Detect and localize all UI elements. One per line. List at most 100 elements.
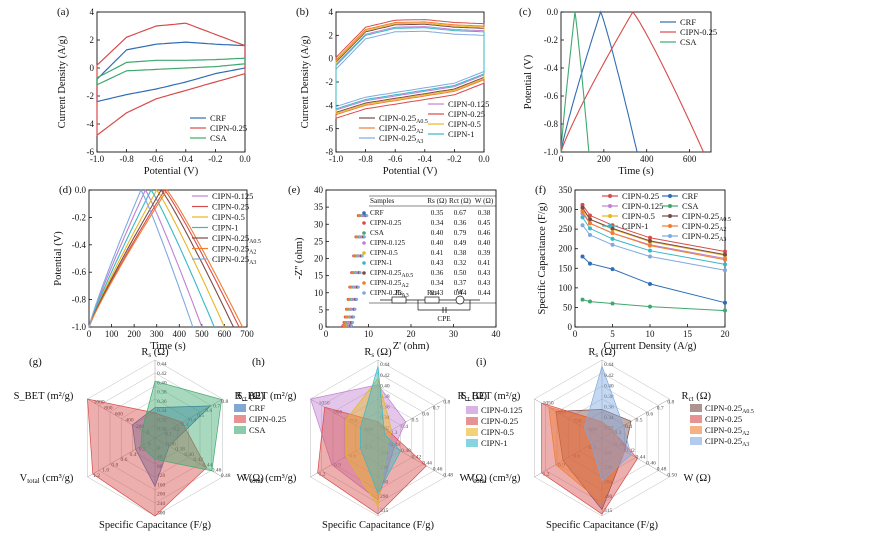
radar-tick: 0.50 xyxy=(667,473,677,479)
y-tick-label: 0 xyxy=(329,54,334,64)
radar-tick: 0.32 xyxy=(380,425,390,431)
radar-area-CIPN-0.5 xyxy=(345,377,392,508)
legend-subscript: A2 xyxy=(416,129,423,135)
radar-tick: 0.2 xyxy=(173,427,180,433)
eis-point-CIPN-0.25A2 xyxy=(349,285,353,289)
x-tick-label: 0 xyxy=(559,154,564,164)
table-cell: 0.43 xyxy=(478,279,491,287)
circuit-label: CPE xyxy=(437,315,451,323)
y-axis-label: Current Density (A/g) xyxy=(57,35,68,128)
x-axis-label: Time (s) xyxy=(150,341,186,352)
radar-tick: 290 xyxy=(380,494,389,500)
radar-tick: 750 xyxy=(349,418,358,424)
eis-point-CIPN-0.125 xyxy=(357,254,361,258)
rate-point-CRF xyxy=(588,261,592,266)
radar-tick: 260 xyxy=(604,479,613,485)
legend-marker xyxy=(668,214,672,218)
radar-axis-label: Vtotal (cm³/g) xyxy=(20,473,74,485)
legend-entry: CRF xyxy=(249,403,265,413)
radar-tick: 0.7 xyxy=(657,406,664,412)
legend-subscript: A3 xyxy=(742,442,749,448)
axis-unit: (cm³/g) xyxy=(487,473,521,484)
legend-entry: CIPN-0.25 xyxy=(210,123,247,133)
rate-point-CIPN-0.25A0.5 xyxy=(648,238,652,243)
y-axis-label: Potential (V) xyxy=(523,54,534,109)
legend-subscript: A3 xyxy=(719,237,726,243)
radar-tick: 0.36 xyxy=(380,404,390,410)
table-sample: CIPN-0.25 xyxy=(370,219,402,227)
y-tick-label: 4 xyxy=(329,7,334,17)
gcd-curve-CIPN-0.25A3 xyxy=(88,188,194,328)
axis-unit: (cm³/g) xyxy=(40,473,74,484)
y-tick-label: 15 xyxy=(314,271,324,281)
legend-entry: CIPN-1 xyxy=(622,221,648,231)
axis-subscript: total xyxy=(250,477,262,485)
eis-point-CIPN-0.125 xyxy=(361,214,365,218)
radar-tick: 0.32 xyxy=(157,417,167,423)
legend-entry: CIPN-0.5 xyxy=(212,212,245,222)
table-cell: 0.45 xyxy=(478,219,491,227)
radar-tick: 0.1 xyxy=(165,431,172,437)
radar-area-CSA xyxy=(140,380,222,472)
x-tick-label: 0 xyxy=(573,329,578,339)
rate-point-CIPN-0.25A0.5 xyxy=(723,252,727,257)
radar-tick: 800 xyxy=(104,406,113,412)
y-tick-label: -0.6 xyxy=(544,91,559,101)
legend-swatch xyxy=(466,428,478,436)
radar-tick: 0 xyxy=(157,445,160,451)
y-tick-label: 300 xyxy=(559,205,573,215)
radar-axis-label: Specific Capacitance (F/g) xyxy=(322,520,434,531)
y-tick-label: -4 xyxy=(87,119,95,129)
eis-point-CIPN-0.25A3 xyxy=(365,214,369,218)
radar-tick: 0.5 xyxy=(636,418,643,424)
rate-point-CSA xyxy=(580,297,585,302)
legend-entry: CIPN-0.25A0.5 xyxy=(212,233,261,245)
x-axis-label: Potential (V) xyxy=(383,166,438,177)
y-tick-label: 2 xyxy=(90,35,95,45)
table-sample: CIPN-1 xyxy=(370,259,393,267)
circuit-label: W xyxy=(457,288,464,296)
gcd-curve-CIPN-0.125 xyxy=(88,188,203,328)
x-tick-label: -0.2 xyxy=(208,154,222,164)
x-tick-label: 300 xyxy=(150,329,164,339)
panel-g: 0.300.320.340.360.380.400.420.440.10.20.… xyxy=(14,347,286,531)
legend-swatch xyxy=(690,415,702,423)
radar-area-CIPN-0.25 xyxy=(87,398,207,517)
table-cell: 0.32 xyxy=(454,259,467,267)
legend-entry: CIPN-0.25A3 xyxy=(212,254,256,266)
legend-subscript: A3 xyxy=(401,293,408,299)
table-cell: 0.79 xyxy=(454,229,467,237)
table-marker xyxy=(362,281,366,285)
rate-point-CIPN-0.25A3 xyxy=(723,268,727,273)
radar-axis-label: Specific Capacitance (F/g) xyxy=(546,520,658,531)
x-tick-label: 0.0 xyxy=(239,154,251,164)
x-tick-label: 5 xyxy=(610,329,615,339)
x-tick-label: -1.0 xyxy=(90,154,105,164)
y-tick-label: -0.8 xyxy=(72,295,87,305)
axis-unit: (Ω) xyxy=(374,347,392,358)
radar-tick: 0.40 xyxy=(184,452,194,458)
table-cell: 0.40 xyxy=(478,239,491,247)
legend-swatch xyxy=(690,437,702,445)
y-tick-label: -1.0 xyxy=(72,322,87,332)
legend-entry: CIPN-1 xyxy=(481,438,507,448)
gcd-curve-CRF xyxy=(560,10,638,153)
eis-point-CIPN-0.25A3 xyxy=(356,285,360,289)
panel-label: (h) xyxy=(252,356,265,368)
legend-subscript: A0.5 xyxy=(719,217,731,223)
cv-curve-CIPN-0.25 xyxy=(335,19,485,119)
y-tick-label: -6 xyxy=(326,124,334,134)
rate-point-CSA xyxy=(723,308,727,313)
eis-point-CIPN-0.25A2 xyxy=(347,297,351,301)
radar-tick: 900 xyxy=(334,409,343,415)
legend-subscript: A0.5 xyxy=(416,119,428,125)
radar-tick: 0.5 xyxy=(412,418,419,424)
radar-tick: 0 xyxy=(148,441,151,447)
radar-area-CIPN-0.25A3 xyxy=(584,365,632,482)
rate-point-CIPN-0.25 xyxy=(580,202,585,207)
circuit-label: Rct xyxy=(427,289,437,297)
rate-point-CIPN-0.25 xyxy=(588,213,592,218)
radar-spoke xyxy=(601,437,670,478)
eis-point-CIPN-0.25A3 xyxy=(358,271,362,275)
